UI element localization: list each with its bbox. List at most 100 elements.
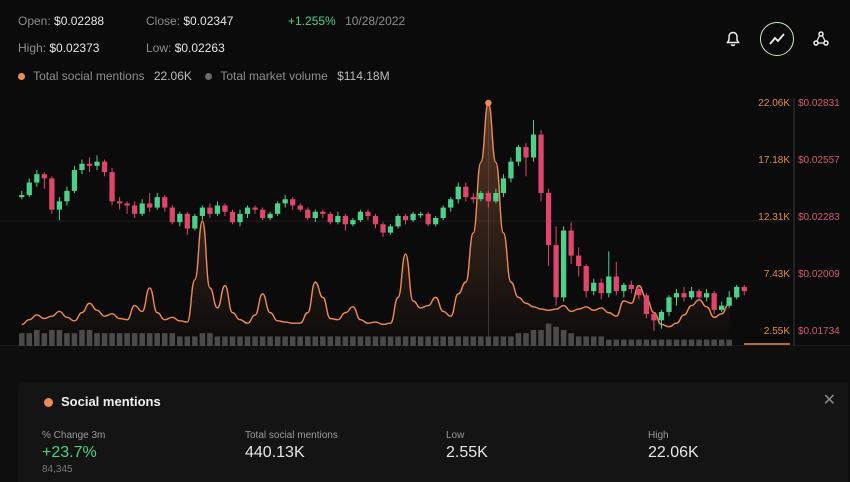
candle-body (568, 230, 574, 256)
legend-social-value: 22.06K (153, 69, 192, 83)
candle-body (275, 203, 281, 214)
candle-body (222, 205, 228, 212)
candle-body (350, 220, 356, 225)
candle-body (26, 182, 32, 196)
candle-body (64, 190, 70, 202)
candle-body (500, 178, 507, 193)
candle-body (734, 286, 740, 298)
candle-body (290, 199, 296, 206)
mentions-peak-point (485, 99, 492, 107)
candle-body (101, 161, 108, 173)
candle-body (320, 211, 326, 214)
right-tick-label: $0.01734 (798, 326, 840, 337)
mentions-line (21, 102, 730, 328)
stat-low-value: 2.55K (446, 444, 488, 461)
candle-body (583, 266, 589, 292)
candle-body (380, 224, 386, 233)
candle-body (688, 291, 695, 298)
legend-volume[interactable]: Total market volume $114.18M (205, 69, 390, 83)
trend-line-icon[interactable] (760, 22, 794, 56)
candle-body (560, 230, 567, 298)
candle-body (726, 297, 732, 306)
left-tick-label: 22.06K (758, 98, 790, 109)
candle-body (455, 186, 461, 200)
candle-body (147, 203, 153, 208)
candle-body (470, 197, 476, 200)
candle-body (493, 192, 499, 202)
candle-body (681, 293, 687, 298)
candle-body (154, 197, 160, 208)
candle-body (244, 207, 251, 214)
legend-social[interactable]: Total social mentions 22.06K (18, 69, 195, 83)
stat-high-label: High (648, 430, 669, 441)
left-axis: 22.06K 17.18K 12.31K 7.43K 2.55K (758, 98, 790, 337)
candle-body (658, 311, 665, 321)
change-readout: +1.255% 10/28/2022 (288, 14, 405, 28)
candle-body (86, 163, 93, 166)
high-label: High: (18, 41, 47, 55)
candle-body (553, 245, 559, 298)
candle-body (703, 293, 710, 298)
stat-low-label: Low (446, 430, 465, 441)
stat-change: % Change 3m +23.7% 84,345 (42, 430, 105, 475)
mentions-dot-icon (44, 398, 53, 408)
candle-body (312, 211, 318, 219)
candle-body (410, 213, 416, 221)
candle-body (523, 147, 529, 158)
candle-body (109, 172, 115, 202)
candle-body (478, 192, 484, 200)
close-label: Close: (146, 14, 181, 28)
candle-body (327, 213, 333, 223)
candle-body (515, 147, 522, 162)
candle-body (696, 291, 702, 298)
candle-body (214, 205, 221, 214)
high-value: $0.02373 (49, 41, 100, 55)
share-icon[interactable] (804, 22, 838, 56)
stat-total: Total social mentions 440.13K (245, 430, 338, 462)
candle-body (229, 211, 236, 223)
candle-body (651, 314, 657, 321)
legend-volume-label: Total market volume (220, 69, 328, 83)
bell-icon[interactable] (716, 22, 750, 56)
candle-body (162, 197, 168, 208)
close-value: $0.02347 (183, 14, 234, 28)
candle-body (252, 207, 258, 210)
candle-body (719, 305, 725, 310)
candle-body (508, 161, 514, 179)
candle-body (741, 286, 747, 292)
close-readout: Close: $0.02347 (146, 14, 233, 28)
candle-body (41, 174, 47, 179)
candle-body (19, 195, 25, 198)
candle-body (395, 215, 401, 227)
candle-body (335, 215, 341, 223)
stats-card: Social mentions ✕ % Change 3m +23.7% 84,… (18, 382, 848, 482)
right-tick-label: $0.02557 (798, 155, 840, 166)
legend-social-label: Total social mentions (33, 69, 145, 83)
stat-high-value: 22.06K (648, 444, 699, 461)
candle-body (169, 207, 175, 223)
close-icon[interactable]: ✕ (822, 392, 836, 409)
candle-body (94, 161, 100, 166)
low-label: Low: (146, 41, 172, 55)
change-value: +1.255% (288, 14, 336, 28)
candle-body (433, 218, 439, 225)
candle-body (425, 213, 431, 225)
candle-body (463, 186, 469, 198)
candle-body (448, 199, 454, 208)
candle-body (598, 282, 604, 294)
candle-body (139, 203, 145, 214)
right-tick-label: $0.02283 (798, 212, 840, 223)
panel-title: Social mentions (44, 394, 161, 409)
candle-body (538, 134, 544, 193)
candle-body (297, 205, 303, 210)
candle-body (673, 293, 680, 298)
candle-body (184, 213, 190, 229)
candle-body (192, 215, 198, 229)
candle-body (636, 288, 642, 296)
candle-body (621, 284, 627, 292)
stat-high: High 22.06K (648, 430, 699, 462)
candle-body (576, 255, 582, 267)
candles (19, 119, 747, 331)
candle-body (71, 170, 78, 191)
